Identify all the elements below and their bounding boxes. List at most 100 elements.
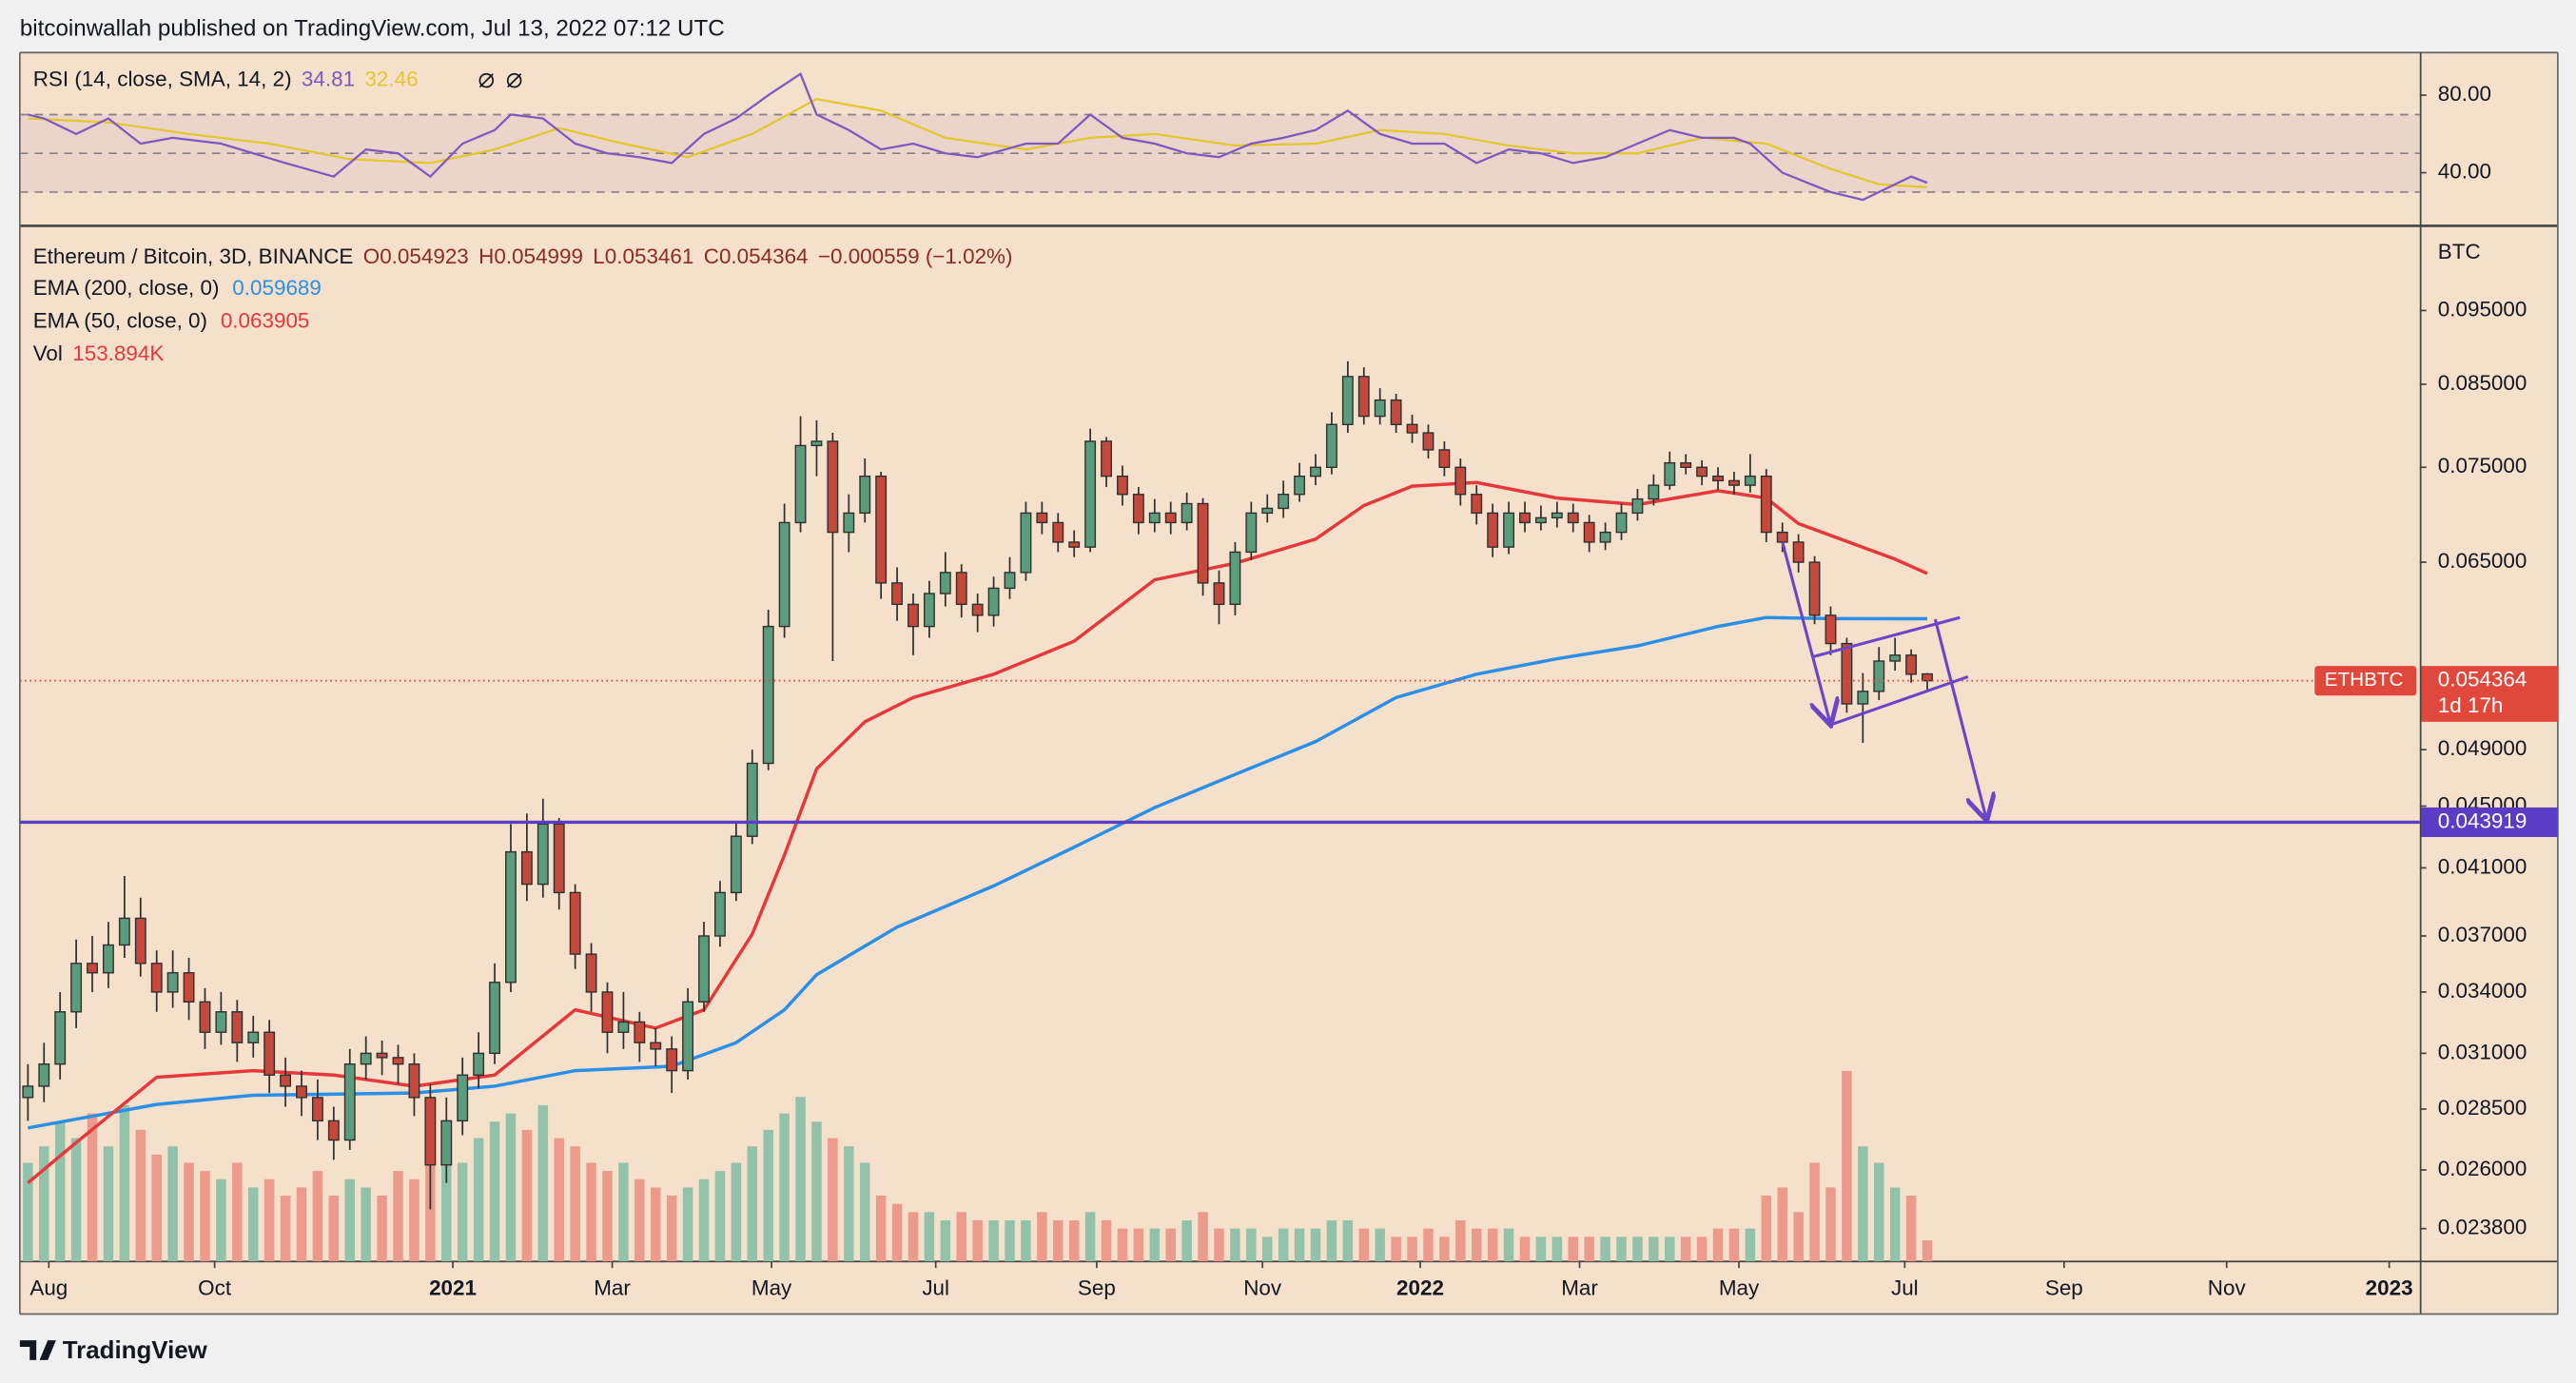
x-tick-label: Oct	[198, 1276, 232, 1299]
volume-bar	[151, 1154, 162, 1262]
volume-value: 153.894K	[72, 341, 164, 365]
candle-body	[1776, 531, 1788, 543]
candle-body	[1808, 561, 1821, 616]
volume-bar	[1649, 1237, 1659, 1262]
volume-bar	[682, 1187, 693, 1262]
candle-body	[617, 1021, 630, 1033]
volume-bar	[731, 1162, 742, 1262]
y-tick-label: 0.028500	[2438, 1096, 2527, 1120]
y-tick-label: 0.095000	[2438, 297, 2527, 321]
volume-bar	[602, 1171, 613, 1262]
candle-body	[489, 982, 500, 1055]
candle-body	[746, 762, 758, 837]
candle-body	[1664, 461, 1676, 486]
volume-bar	[1391, 1237, 1401, 1262]
volume-bar	[1165, 1228, 1176, 1262]
flag-lower-line	[1831, 674, 1969, 727]
candle-body	[891, 582, 904, 606]
ema-line	[28, 615, 1928, 1130]
candle-body	[569, 891, 581, 955]
brand: TradingView	[63, 1337, 208, 1364]
volume-bar	[280, 1196, 291, 1262]
candle-body	[520, 850, 533, 886]
attribution: bitcoinwallah published on TradingView.c…	[20, 15, 725, 41]
volume-bar	[247, 1187, 259, 1262]
y-tick-label: 0.085000	[2438, 371, 2527, 395]
x-tick-label: 2022	[1396, 1276, 1444, 1299]
candle-body	[1631, 497, 1644, 515]
volume-bar	[698, 1178, 710, 1262]
icon-circle	[478, 72, 495, 88]
candle-body	[585, 953, 597, 993]
volume-bar	[1149, 1228, 1161, 1262]
candle-body	[923, 593, 935, 628]
volume-bar	[1809, 1162, 1820, 1262]
volume-bar	[216, 1178, 226, 1262]
candle-body	[360, 1052, 372, 1065]
rsi-legend: RSI (14, close, SMA, 14, 2) 34.81 32.46	[33, 68, 419, 91]
volume-bar	[263, 1178, 275, 1262]
candle-body	[247, 1031, 260, 1043]
ohlc-value: H0.054999	[478, 244, 583, 268]
volume-bar	[489, 1121, 500, 1262]
volume-bar	[70, 1138, 82, 1262]
candle-body	[1728, 479, 1740, 486]
volume-bar	[1745, 1228, 1756, 1262]
volume-bar	[167, 1146, 178, 1262]
y-tick-label: 0.037000	[2438, 923, 2527, 946]
volume-bar	[361, 1187, 371, 1262]
candle-body	[1841, 642, 1853, 705]
candle-body	[955, 572, 967, 606]
candle-body	[682, 1001, 694, 1072]
volume-bar	[940, 1219, 951, 1262]
candle-body	[166, 972, 179, 993]
candle-body	[1712, 475, 1724, 482]
volume-bar	[554, 1138, 564, 1262]
visibility-icon	[478, 72, 495, 88]
volume-bar	[184, 1162, 194, 1262]
candle-body	[1792, 541, 1805, 563]
candle-body	[199, 1001, 211, 1033]
candle-body	[103, 944, 114, 974]
volume-bar	[1487, 1228, 1498, 1262]
candle-body	[22, 1085, 34, 1099]
volume-bar	[1068, 1219, 1080, 1262]
countdown-label: 1d 17h	[2438, 693, 2504, 717]
x-tick-label: Nov	[2208, 1276, 2247, 1299]
candle-body	[215, 1011, 227, 1033]
candle-body	[1294, 475, 1306, 496]
volume-bar	[1214, 1228, 1224, 1262]
volume-bar	[296, 1187, 307, 1262]
volume-bar	[747, 1146, 758, 1262]
price-axis-unit: BTC	[2438, 240, 2481, 263]
trend-drawings	[1781, 541, 1986, 818]
y-tick-label: 80.00	[2438, 82, 2491, 106]
volume-bar	[1842, 1070, 1852, 1262]
volume-bar	[779, 1113, 790, 1262]
candle-body	[263, 1031, 276, 1076]
volume-legend: Vol 153.894K	[33, 341, 165, 365]
candle-body	[1680, 461, 1692, 468]
y-tick-label: 0.065000	[2438, 549, 2527, 573]
volume-bar	[924, 1212, 935, 1262]
ema-value: 0.063905	[221, 308, 310, 332]
candle-body	[1052, 521, 1064, 543]
volume-bar	[1858, 1146, 1868, 1262]
volume-bar	[1358, 1228, 1370, 1262]
volume-bar	[1568, 1237, 1578, 1262]
candle-body	[1261, 507, 1274, 515]
price-plot	[19, 360, 2420, 1210]
volume-bar	[634, 1178, 645, 1262]
level-label-box	[2421, 807, 2558, 837]
volume-bar	[473, 1138, 484, 1262]
candle-body	[1696, 466, 1708, 477]
ohlc-value: L0.053461	[593, 244, 693, 268]
candle-body	[1357, 376, 1370, 418]
candle-body	[1310, 466, 1321, 477]
volume-bar	[200, 1171, 210, 1262]
candle-body	[1245, 512, 1258, 554]
volume-bar	[1375, 1228, 1385, 1262]
volume-bar	[651, 1187, 661, 1262]
price-legend: Ethereum / Bitcoin, 3D, BINANCE O0.054923…	[33, 244, 1013, 268]
change-value: −0.000559 (−1.02%)	[818, 244, 1013, 268]
